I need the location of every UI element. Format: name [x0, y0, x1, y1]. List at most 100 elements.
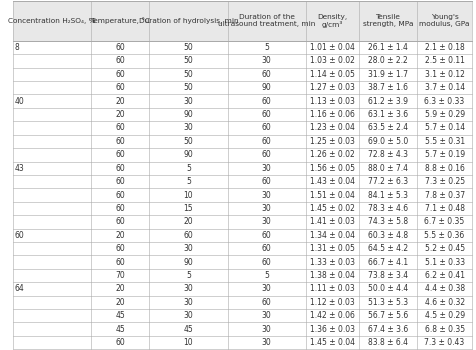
- Text: 10: 10: [184, 190, 193, 199]
- Text: 60: 60: [116, 204, 125, 213]
- Text: 1.16 ± 0.06: 1.16 ± 0.06: [310, 110, 355, 119]
- Text: 8.8 ± 0.16: 8.8 ± 0.16: [425, 164, 465, 173]
- Text: 28.0 ± 2.2: 28.0 ± 2.2: [368, 56, 407, 65]
- Text: 7.8 ± 0.37: 7.8 ± 0.37: [425, 190, 465, 199]
- Text: 6.2 ± 0.41: 6.2 ± 0.41: [425, 271, 465, 280]
- Text: 66.7 ± 4.1: 66.7 ± 4.1: [368, 258, 408, 267]
- Text: 74.3 ± 5.8: 74.3 ± 5.8: [368, 217, 408, 226]
- Text: 60: 60: [262, 298, 272, 307]
- Text: 60: 60: [116, 137, 125, 146]
- Text: 6.7 ± 0.35: 6.7 ± 0.35: [425, 217, 465, 226]
- Text: 1.51 ± 0.04: 1.51 ± 0.04: [310, 190, 355, 199]
- Text: 3.7 ± 0.14: 3.7 ± 0.14: [425, 83, 465, 92]
- Text: 60: 60: [262, 70, 272, 79]
- Text: 1.13 ± 0.03: 1.13 ± 0.03: [310, 97, 355, 106]
- Text: 60: 60: [116, 70, 125, 79]
- Text: 56.7 ± 5.6: 56.7 ± 5.6: [367, 311, 408, 320]
- Text: 30: 30: [184, 298, 193, 307]
- Text: 5.7 ± 0.19: 5.7 ± 0.19: [425, 150, 465, 159]
- Text: 20: 20: [116, 231, 125, 240]
- Text: 69.0 ± 5.0: 69.0 ± 5.0: [367, 137, 408, 146]
- Text: 60: 60: [116, 164, 125, 173]
- Text: 60: 60: [262, 124, 272, 133]
- Text: 30: 30: [184, 285, 193, 293]
- Text: 1.42 ± 0.06: 1.42 ± 0.06: [310, 311, 355, 320]
- Text: 30: 30: [262, 164, 272, 173]
- Text: 51.3 ± 5.3: 51.3 ± 5.3: [368, 298, 408, 307]
- Text: 5: 5: [264, 271, 269, 280]
- Text: 1.11 ± 0.03: 1.11 ± 0.03: [310, 285, 355, 293]
- Text: 1.26 ± 0.02: 1.26 ± 0.02: [310, 150, 355, 159]
- Text: 45: 45: [184, 325, 193, 334]
- Text: 26.1 ± 1.4: 26.1 ± 1.4: [368, 43, 408, 52]
- Text: 5: 5: [264, 43, 269, 52]
- Text: 50: 50: [184, 56, 193, 65]
- Text: 1.38 ± 0.04: 1.38 ± 0.04: [310, 271, 355, 280]
- Text: 60: 60: [14, 231, 24, 240]
- Text: 90: 90: [184, 110, 193, 119]
- Text: 60.3 ± 4.8: 60.3 ± 4.8: [368, 231, 408, 240]
- Text: 30: 30: [262, 338, 272, 347]
- Text: 1.14 ± 0.05: 1.14 ± 0.05: [310, 70, 355, 79]
- Text: 60: 60: [116, 190, 125, 199]
- Text: 77.2 ± 6.3: 77.2 ± 6.3: [368, 177, 408, 186]
- Text: 60: 60: [262, 177, 272, 186]
- Text: 1.36 ± 0.03: 1.36 ± 0.03: [310, 325, 355, 334]
- Text: 43: 43: [14, 164, 24, 173]
- Text: 1.03 ± 0.02: 1.03 ± 0.02: [310, 56, 355, 65]
- Text: 1.41 ± 0.03: 1.41 ± 0.03: [310, 217, 355, 226]
- Text: 7.3 ± 0.25: 7.3 ± 0.25: [425, 177, 465, 186]
- Text: Duration of the
ultrasound treatment, min: Duration of the ultrasound treatment, mi…: [218, 14, 316, 27]
- Text: 60: 60: [116, 150, 125, 159]
- Text: 20: 20: [116, 97, 125, 106]
- Text: 60: 60: [262, 244, 272, 253]
- Text: 63.5 ± 2.4: 63.5 ± 2.4: [368, 124, 408, 133]
- Text: 70: 70: [116, 271, 125, 280]
- Text: 60: 60: [184, 231, 193, 240]
- Text: 67.4 ± 3.6: 67.4 ± 3.6: [367, 325, 408, 334]
- Text: 50.0 ± 4.4: 50.0 ± 4.4: [367, 285, 408, 293]
- Text: 5.2 ± 0.45: 5.2 ± 0.45: [425, 244, 465, 253]
- Text: 78.3 ± 4.6: 78.3 ± 4.6: [368, 204, 408, 213]
- Text: 61.2 ± 3.9: 61.2 ± 3.9: [368, 97, 408, 106]
- Text: 4.6 ± 0.32: 4.6 ± 0.32: [425, 298, 465, 307]
- Text: 5.7 ± 0.14: 5.7 ± 0.14: [425, 124, 465, 133]
- Text: 1.27 ± 0.03: 1.27 ± 0.03: [310, 83, 355, 92]
- Text: 4.4 ± 0.38: 4.4 ± 0.38: [425, 285, 465, 293]
- Text: 2.1 ± 0.18: 2.1 ± 0.18: [425, 43, 465, 52]
- Text: 90: 90: [184, 258, 193, 267]
- Text: 7.1 ± 0.48: 7.1 ± 0.48: [425, 204, 465, 213]
- Text: 8: 8: [14, 43, 19, 52]
- Text: 20: 20: [116, 298, 125, 307]
- Text: 20: 20: [116, 110, 125, 119]
- Text: 1.12 ± 0.03: 1.12 ± 0.03: [310, 298, 355, 307]
- Text: 1.45 ± 0.04: 1.45 ± 0.04: [310, 338, 355, 347]
- Text: 15: 15: [184, 204, 193, 213]
- Text: 4.5 ± 0.29: 4.5 ± 0.29: [425, 311, 465, 320]
- Text: 1.33 ± 0.03: 1.33 ± 0.03: [310, 258, 355, 267]
- Text: Density,
g/cm³: Density, g/cm³: [317, 14, 347, 28]
- Text: 30: 30: [184, 124, 193, 133]
- Text: Young's
modulus, GPa: Young's modulus, GPa: [419, 14, 470, 27]
- Text: 60: 60: [116, 177, 125, 186]
- Text: 31.9 ± 1.7: 31.9 ± 1.7: [368, 70, 408, 79]
- Text: 60: 60: [262, 97, 272, 106]
- Text: 73.8 ± 3.4: 73.8 ± 3.4: [368, 271, 408, 280]
- Text: 1.34 ± 0.04: 1.34 ± 0.04: [310, 231, 355, 240]
- Text: 88.0 ± 7.4: 88.0 ± 7.4: [368, 164, 408, 173]
- Text: 30: 30: [262, 325, 272, 334]
- Text: 60: 60: [116, 124, 125, 133]
- Text: 63.1 ± 3.6: 63.1 ± 3.6: [368, 110, 408, 119]
- Text: 40: 40: [14, 97, 24, 106]
- Text: 60: 60: [262, 110, 272, 119]
- Text: 30: 30: [262, 56, 272, 65]
- Text: 60: 60: [116, 258, 125, 267]
- Text: 50: 50: [184, 137, 193, 146]
- Text: 64.5 ± 4.2: 64.5 ± 4.2: [368, 244, 408, 253]
- Text: 1.25 ± 0.03: 1.25 ± 0.03: [310, 137, 355, 146]
- Text: 5.9 ± 0.29: 5.9 ± 0.29: [425, 110, 465, 119]
- Text: 60: 60: [116, 43, 125, 52]
- Text: 2.5 ± 0.11: 2.5 ± 0.11: [425, 56, 465, 65]
- Text: 30: 30: [262, 285, 272, 293]
- Text: 5.5 ± 0.36: 5.5 ± 0.36: [425, 231, 465, 240]
